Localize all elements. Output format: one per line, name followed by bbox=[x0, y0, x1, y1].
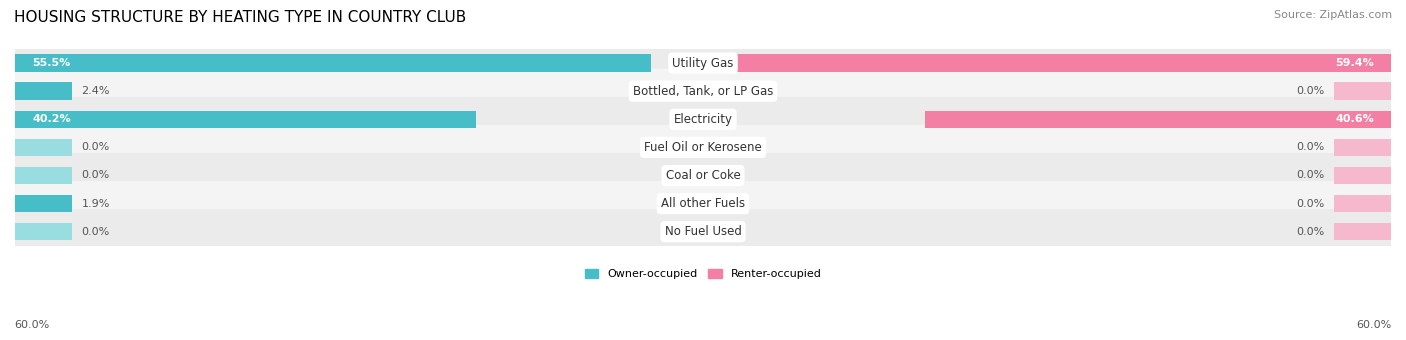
Text: 60.0%: 60.0% bbox=[14, 320, 49, 330]
Bar bbox=[15, 82, 72, 100]
Text: 0.0%: 0.0% bbox=[1296, 227, 1324, 237]
Text: 55.5%: 55.5% bbox=[32, 58, 70, 68]
Bar bbox=[710, 54, 1391, 72]
Bar bbox=[15, 54, 651, 72]
Text: 0.0%: 0.0% bbox=[1296, 86, 1324, 96]
Text: 1.9%: 1.9% bbox=[82, 199, 110, 209]
FancyBboxPatch shape bbox=[15, 40, 1391, 86]
Bar bbox=[15, 110, 477, 128]
Bar bbox=[15, 195, 72, 212]
Text: 0.0%: 0.0% bbox=[82, 227, 110, 237]
Bar bbox=[15, 167, 72, 184]
Bar bbox=[1334, 139, 1391, 156]
Text: 60.0%: 60.0% bbox=[1357, 320, 1392, 330]
Text: Utility Gas: Utility Gas bbox=[672, 56, 734, 70]
Text: Source: ZipAtlas.com: Source: ZipAtlas.com bbox=[1274, 10, 1392, 20]
Text: 40.6%: 40.6% bbox=[1336, 114, 1374, 124]
FancyBboxPatch shape bbox=[15, 209, 1391, 254]
Bar bbox=[15, 223, 72, 240]
Text: 0.0%: 0.0% bbox=[1296, 170, 1324, 181]
Text: 2.4%: 2.4% bbox=[82, 86, 110, 96]
Text: 0.0%: 0.0% bbox=[82, 170, 110, 181]
Text: 0.0%: 0.0% bbox=[1296, 142, 1324, 152]
FancyBboxPatch shape bbox=[15, 181, 1391, 226]
Bar bbox=[1334, 82, 1391, 100]
Bar bbox=[1334, 167, 1391, 184]
Text: 0.0%: 0.0% bbox=[1296, 199, 1324, 209]
Text: Electricity: Electricity bbox=[673, 113, 733, 126]
Text: 59.4%: 59.4% bbox=[1336, 58, 1374, 68]
FancyBboxPatch shape bbox=[15, 69, 1391, 114]
FancyBboxPatch shape bbox=[15, 97, 1391, 142]
Text: Fuel Oil or Kerosene: Fuel Oil or Kerosene bbox=[644, 141, 762, 154]
Text: All other Fuels: All other Fuels bbox=[661, 197, 745, 210]
Legend: Owner-occupied, Renter-occupied: Owner-occupied, Renter-occupied bbox=[581, 264, 825, 284]
Bar bbox=[925, 110, 1391, 128]
Bar bbox=[1334, 223, 1391, 240]
Text: No Fuel Used: No Fuel Used bbox=[665, 225, 741, 238]
FancyBboxPatch shape bbox=[15, 125, 1391, 170]
Text: HOUSING STRUCTURE BY HEATING TYPE IN COUNTRY CLUB: HOUSING STRUCTURE BY HEATING TYPE IN COU… bbox=[14, 10, 467, 25]
Text: 0.0%: 0.0% bbox=[82, 142, 110, 152]
Text: 40.2%: 40.2% bbox=[32, 114, 70, 124]
Text: Bottled, Tank, or LP Gas: Bottled, Tank, or LP Gas bbox=[633, 85, 773, 98]
Bar bbox=[1334, 195, 1391, 212]
Text: Coal or Coke: Coal or Coke bbox=[665, 169, 741, 182]
FancyBboxPatch shape bbox=[15, 153, 1391, 198]
Bar bbox=[15, 139, 72, 156]
